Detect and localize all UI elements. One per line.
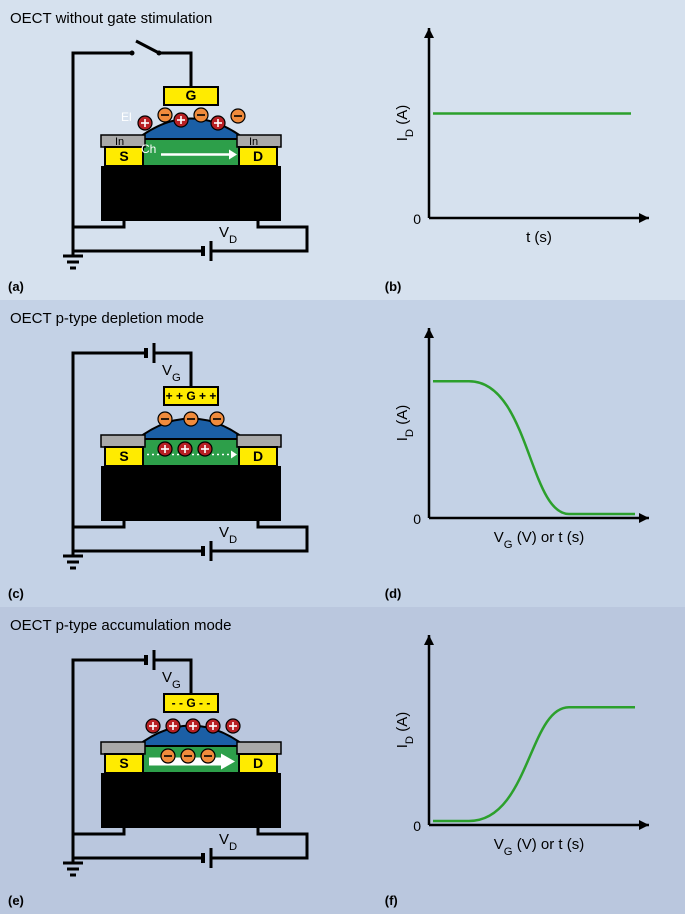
panel-sublabel: (a) <box>8 279 24 294</box>
svg-text:D: D <box>253 755 263 771</box>
panel-title: OECT p-type depletion mode <box>10 310 367 327</box>
insulator-left <box>101 742 145 754</box>
svg-text:0: 0 <box>413 818 421 834</box>
device-panel-(a): OECT without gate stimulation S D G In In El C… <box>0 0 377 300</box>
device-panel-(e): OECT p-type accumulation mode S D - - G - … <box>0 607 377 914</box>
chart-panel-(f): 0 VG (V) or t (s) ID (A) (f) <box>377 607 685 914</box>
svg-text:D: D <box>253 448 263 464</box>
svg-text:VG: VG <box>162 362 181 384</box>
panel-sublabel: (b) <box>385 279 402 294</box>
insulator-left <box>101 435 145 447</box>
svg-text:S: S <box>120 448 129 464</box>
svg-text:In: In <box>115 136 124 148</box>
substrate <box>101 466 281 521</box>
panel-title: OECT p-type accumulation mode <box>10 617 367 634</box>
panel-row-2: OECT p-type depletion mode S D + + G + + VD… <box>0 300 685 607</box>
device-panel-(c): OECT p-type depletion mode S D + + G + + VD… <box>0 300 377 607</box>
panel-sublabel: (f) <box>385 893 398 908</box>
svg-text:VG: VG <box>162 669 181 691</box>
svg-text:El: El <box>121 110 132 124</box>
device-diagram: S D - - G - - VD VG <box>43 638 333 883</box>
panel-sublabel: (c) <box>8 586 24 601</box>
panel-row-3: OECT p-type accumulation mode S D - - G - … <box>0 607 685 914</box>
panel-sublabel: (e) <box>8 893 24 908</box>
chart-panel-(d): 0 VG (V) or t (s) ID (A) (d) <box>377 300 685 607</box>
svg-text:VG (V) or t (s): VG (V) or t (s) <box>494 836 585 858</box>
svg-text:VD: VD <box>219 831 237 853</box>
svg-text:VG (V) or t (s): VG (V) or t (s) <box>494 529 585 551</box>
panel-sublabel: (d) <box>385 586 402 601</box>
panel-title: OECT without gate stimulation <box>10 10 367 27</box>
svg-text:ID (A): ID (A) <box>394 712 416 748</box>
svg-text:t (s): t (s) <box>526 229 552 246</box>
chart-panel-(b): 0 t (s) ID (A) (b) <box>377 0 685 300</box>
svg-text:D: D <box>253 148 263 164</box>
svg-text:- - G - -: - - G - - <box>172 696 211 710</box>
insulator-right <box>237 742 281 754</box>
svg-text:S: S <box>120 755 129 771</box>
substrate <box>101 166 281 221</box>
chart: 0 t (s) ID (A) <box>387 10 667 260</box>
svg-text:ID (A): ID (A) <box>394 405 416 441</box>
chart: 0 VG (V) or t (s) ID (A) <box>387 310 667 560</box>
svg-text:VD: VD <box>219 224 237 246</box>
panel-row-1: OECT without gate stimulation S D G In In El C… <box>0 0 685 300</box>
svg-text:Ch: Ch <box>141 142 156 156</box>
svg-text:0: 0 <box>413 211 421 227</box>
substrate <box>101 773 281 828</box>
svg-text:In: In <box>249 136 258 148</box>
insulator-right <box>237 435 281 447</box>
chart: 0 VG (V) or t (s) ID (A) <box>387 617 667 867</box>
device-diagram: S D G In In El Ch VD <box>43 31 333 276</box>
device-diagram: S D + + G + + VD VG <box>43 331 333 576</box>
svg-text:0: 0 <box>413 511 421 527</box>
svg-text:VD: VD <box>219 524 237 546</box>
svg-text:S: S <box>120 148 129 164</box>
insulator-right <box>237 135 281 147</box>
svg-text:+ + G + +: + + G + + <box>166 389 217 403</box>
svg-text:G: G <box>186 87 197 103</box>
svg-text:ID (A): ID (A) <box>394 105 416 141</box>
